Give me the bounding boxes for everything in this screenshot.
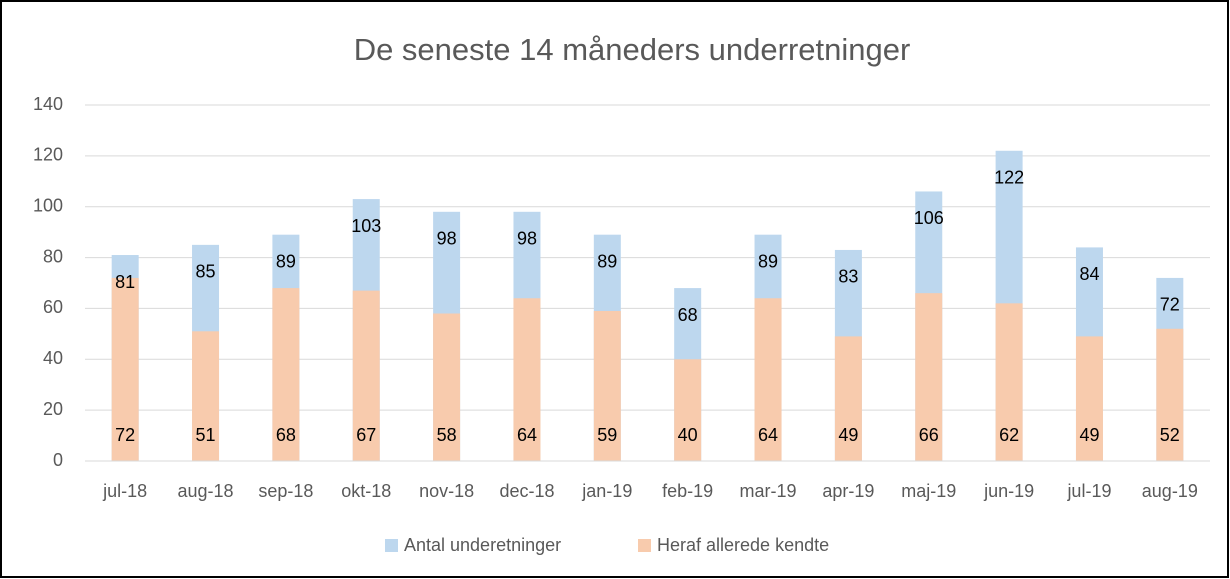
value-label: 89 bbox=[276, 251, 296, 271]
x-tick-label: apr-19 bbox=[822, 481, 874, 501]
value-label: 81 bbox=[115, 272, 135, 292]
value-label: 103 bbox=[351, 216, 381, 236]
bar bbox=[754, 298, 782, 461]
bar bbox=[1075, 336, 1103, 461]
y-tick-label: 140 bbox=[33, 94, 63, 114]
x-tick-label: jun-19 bbox=[983, 481, 1034, 501]
x-tick-label: dec-18 bbox=[499, 481, 554, 501]
bar bbox=[192, 331, 220, 461]
x-tick-label: aug-18 bbox=[178, 481, 234, 501]
value-label: 98 bbox=[517, 229, 537, 249]
value-label: 89 bbox=[758, 251, 778, 271]
legend-swatch bbox=[385, 539, 398, 552]
bar bbox=[674, 359, 702, 461]
value-label: 62 bbox=[999, 425, 1019, 445]
bar bbox=[513, 298, 541, 461]
y-tick-label: 80 bbox=[43, 246, 63, 266]
chart-title: De seneste 14 måneders underretninger bbox=[354, 32, 911, 67]
value-label: 89 bbox=[597, 251, 617, 271]
x-tick-label: okt-18 bbox=[341, 481, 391, 501]
x-tick-label: jul-18 bbox=[102, 481, 147, 501]
y-tick-label: 60 bbox=[43, 297, 63, 317]
bar bbox=[834, 336, 862, 461]
bar bbox=[1156, 328, 1184, 461]
x-tick-label: jan-19 bbox=[581, 481, 632, 501]
x-tick-label: jul-19 bbox=[1066, 481, 1111, 501]
x-tick-label: aug-19 bbox=[1142, 481, 1198, 501]
value-label: 122 bbox=[994, 168, 1024, 188]
value-label: 66 bbox=[919, 425, 939, 445]
value-label: 52 bbox=[1160, 425, 1180, 445]
bar bbox=[593, 310, 621, 461]
value-label: 68 bbox=[276, 425, 296, 445]
value-label: 72 bbox=[115, 425, 135, 445]
y-tick-label: 0 bbox=[53, 450, 63, 470]
value-label: 72 bbox=[1160, 295, 1180, 315]
y-tick-label: 120 bbox=[33, 145, 63, 165]
value-label: 67 bbox=[356, 425, 376, 445]
y-tick-label: 40 bbox=[43, 348, 63, 368]
bar bbox=[433, 313, 461, 461]
value-label: 68 bbox=[678, 305, 698, 325]
x-tick-label: sep-18 bbox=[258, 481, 313, 501]
x-tick-label: feb-19 bbox=[662, 481, 713, 501]
bar bbox=[272, 288, 300, 461]
value-label: 49 bbox=[838, 425, 858, 445]
value-label: 85 bbox=[196, 262, 216, 282]
bar bbox=[915, 293, 943, 461]
value-label: 49 bbox=[1079, 425, 1099, 445]
value-label: 98 bbox=[437, 229, 457, 249]
bar bbox=[995, 303, 1023, 461]
legend-swatch bbox=[638, 539, 651, 552]
legend-label: Heraf allerede kendte bbox=[657, 535, 829, 555]
value-label: 84 bbox=[1079, 264, 1099, 284]
value-label: 106 bbox=[914, 208, 944, 228]
legend-label: Antal underetninger bbox=[404, 535, 561, 555]
bar bbox=[352, 290, 380, 461]
x-tick-label: mar-19 bbox=[740, 481, 797, 501]
value-label: 58 bbox=[437, 425, 457, 445]
value-label: 64 bbox=[758, 425, 778, 445]
bar bbox=[111, 277, 139, 461]
x-tick-label: maj-19 bbox=[901, 481, 956, 501]
value-label: 83 bbox=[838, 267, 858, 287]
value-label: 40 bbox=[678, 425, 698, 445]
y-tick-label: 20 bbox=[43, 399, 63, 419]
value-label: 59 bbox=[597, 425, 617, 445]
value-label: 51 bbox=[196, 425, 216, 445]
y-tick-label: 100 bbox=[33, 195, 63, 215]
x-tick-label: nov-18 bbox=[419, 481, 474, 501]
value-label: 64 bbox=[517, 425, 537, 445]
